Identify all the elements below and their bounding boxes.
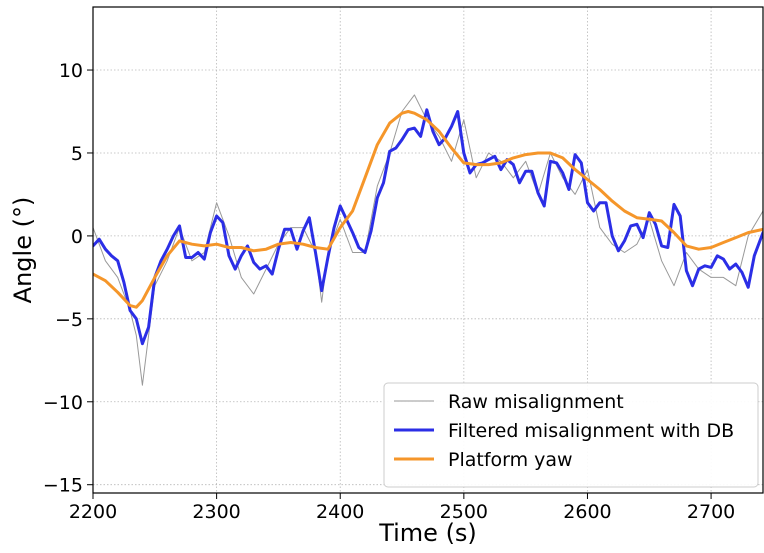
x-tick-label: 2300 — [192, 501, 240, 523]
series-layer — [93, 94, 763, 386]
y-tick-label: −10 — [43, 392, 83, 414]
series-line-2 — [93, 108, 763, 346]
y-tick-label: 0 — [71, 226, 83, 248]
legend-label: Platform yaw — [448, 449, 573, 471]
x-tick-label: 2700 — [687, 501, 735, 523]
x-tick-label: 2200 — [69, 501, 117, 523]
y-tick-label: 10 — [59, 60, 83, 82]
axes-layer: 2200 2300 2400 2500 2600 2700 −15 −10 −5 0 5 10 — [43, 6, 764, 523]
y-tick-label: −5 — [55, 309, 83, 331]
plot-frame — [92, 6, 764, 494]
legend-label: Raw misalignment — [448, 391, 624, 413]
y-axis-title: Angle (°) — [9, 197, 37, 304]
x-axis-title: Time (s) — [378, 519, 477, 547]
y-tick-label: −15 — [43, 475, 83, 497]
legend-label: Filtered misalignment with DB — [448, 420, 734, 442]
series-line-3 — [93, 110, 763, 309]
y-tick-label: 5 — [71, 143, 83, 165]
x-tick-label: 2600 — [563, 501, 611, 523]
legend: Raw misalignment Filtered misalignment wi… — [383, 382, 759, 488]
x-tick-label: 2500 — [440, 501, 488, 523]
x-tick-label: 2400 — [316, 501, 364, 523]
legend-box — [383, 382, 759, 488]
